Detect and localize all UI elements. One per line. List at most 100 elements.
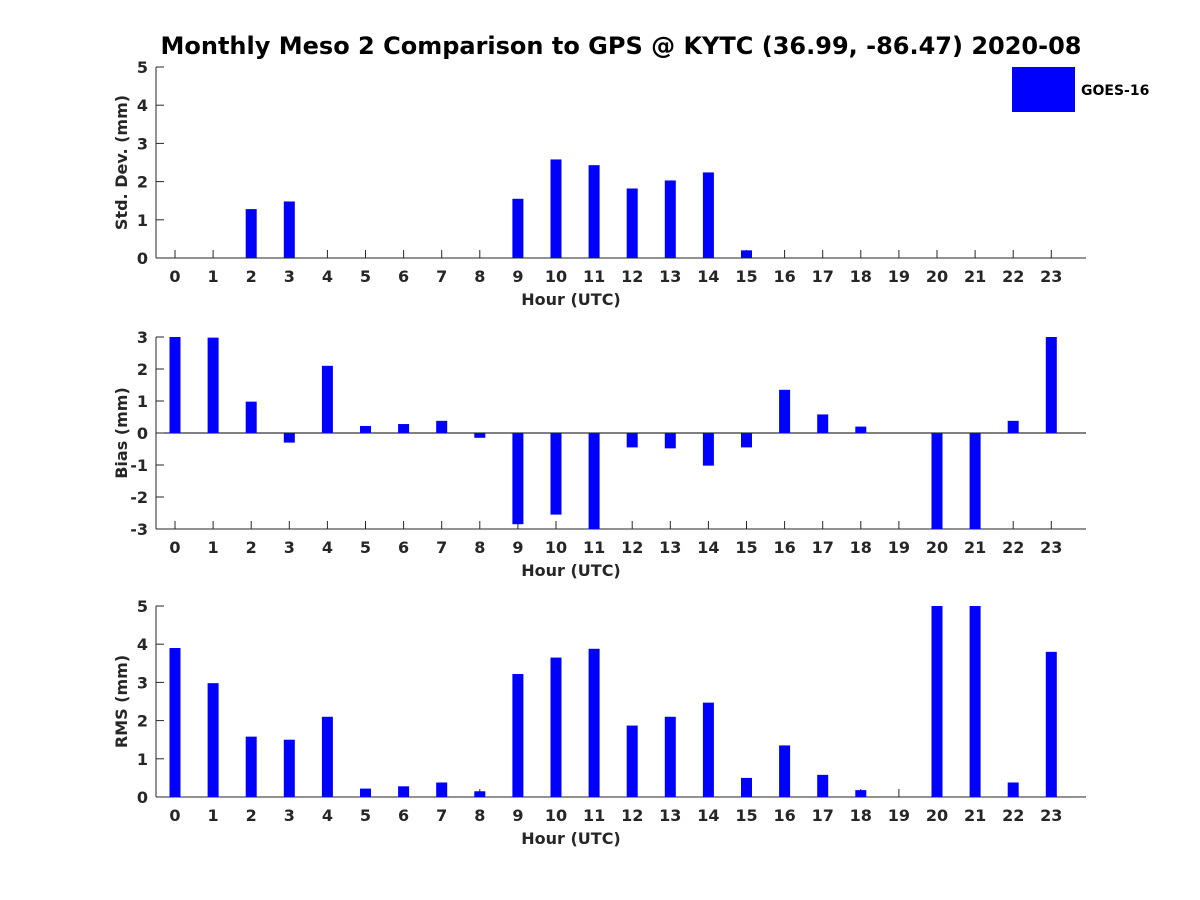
x-tick-label: 11 bbox=[583, 267, 605, 286]
x-tick-label: 18 bbox=[850, 538, 872, 557]
x-tick-label: 20 bbox=[926, 267, 948, 286]
x-tick-label: 3 bbox=[284, 538, 295, 557]
x-tick-label: 0 bbox=[169, 267, 180, 286]
x-tick-label: 19 bbox=[888, 538, 910, 557]
x-tick-label: 11 bbox=[583, 806, 605, 825]
bar-hour-20 bbox=[931, 433, 943, 529]
y-tick-label: 4 bbox=[137, 635, 148, 654]
y-tick-label: 3 bbox=[137, 673, 148, 692]
bar-hour-14 bbox=[702, 433, 714, 466]
x-tick-label: 7 bbox=[436, 267, 447, 286]
x-tick-label: 4 bbox=[322, 267, 333, 286]
x-tick-label: 20 bbox=[926, 806, 948, 825]
y-tick-label: 5 bbox=[137, 597, 148, 616]
x-tick-label: 20 bbox=[926, 538, 948, 557]
x-tick-label: 13 bbox=[659, 806, 681, 825]
x-tick-label: 22 bbox=[1002, 267, 1024, 286]
legend-label: GOES-16 bbox=[1081, 83, 1149, 99]
y-tick-label: 3 bbox=[137, 134, 148, 153]
x-tick-label: 6 bbox=[398, 806, 409, 825]
y-tick-label: 2 bbox=[137, 712, 148, 731]
y-tick-label: -1 bbox=[130, 456, 148, 475]
bar-hour-1 bbox=[207, 337, 219, 433]
bar-hour-22 bbox=[1007, 420, 1019, 433]
bar-hour-3 bbox=[283, 433, 295, 443]
chart-title: Monthly Meso 2 Comparison to GPS @ KYTC … bbox=[161, 32, 1082, 60]
x-tick-label: 12 bbox=[621, 267, 643, 286]
bar-hour-9 bbox=[512, 673, 524, 797]
bar-hour-16 bbox=[779, 745, 791, 797]
bar-hour-7 bbox=[436, 420, 448, 433]
y-tick-label: 4 bbox=[137, 96, 148, 115]
x-tick-label: 4 bbox=[322, 538, 333, 557]
bar-hour-2 bbox=[245, 209, 257, 258]
y-tick-label: -2 bbox=[130, 488, 148, 507]
bar-hour-17 bbox=[817, 414, 829, 433]
bar-hour-20 bbox=[931, 606, 943, 797]
bar-hour-8 bbox=[474, 791, 486, 797]
x-tick-label: 17 bbox=[812, 267, 834, 286]
x-tick-label: 1 bbox=[208, 267, 219, 286]
x-tick-label: 6 bbox=[398, 267, 409, 286]
x-tick-label: 2 bbox=[246, 806, 257, 825]
y-tick-label: 2 bbox=[137, 173, 148, 192]
legend: GOES-16 bbox=[1012, 67, 1149, 112]
x-tick-label: 13 bbox=[659, 267, 681, 286]
x-tick-label: 9 bbox=[512, 267, 523, 286]
x-tick-label: 1 bbox=[208, 806, 219, 825]
x-axis-label: Hour (UTC) bbox=[521, 829, 621, 848]
bar-hour-10 bbox=[550, 657, 562, 797]
y-tick-label: 1 bbox=[137, 750, 148, 769]
bar-hour-7 bbox=[436, 782, 448, 797]
bar-hour-12 bbox=[626, 725, 638, 797]
x-tick-label: 18 bbox=[850, 806, 872, 825]
x-tick-label: 15 bbox=[735, 267, 757, 286]
bar-hour-15 bbox=[741, 250, 752, 258]
x-tick-label: 9 bbox=[512, 806, 523, 825]
x-tick-label: 8 bbox=[474, 538, 485, 557]
x-tick-label: 0 bbox=[169, 806, 180, 825]
x-tick-label: 19 bbox=[888, 267, 910, 286]
bar-hour-2 bbox=[245, 736, 257, 797]
y-axis-label: Bias (mm) bbox=[112, 387, 131, 479]
bar-hour-3 bbox=[283, 739, 295, 797]
x-tick-label: 1 bbox=[208, 538, 219, 557]
x-tick-label: 10 bbox=[545, 267, 567, 286]
bar-hour-11 bbox=[588, 648, 600, 797]
x-tick-label: 9 bbox=[512, 538, 523, 557]
x-tick-label: 17 bbox=[812, 806, 834, 825]
x-tick-label: 5 bbox=[360, 538, 371, 557]
bar-hour-3 bbox=[283, 201, 295, 258]
bar-hour-12 bbox=[626, 433, 638, 448]
x-tick-label: 8 bbox=[474, 267, 485, 286]
x-tick-label: 8 bbox=[474, 806, 485, 825]
legend-swatch bbox=[1012, 67, 1075, 112]
x-tick-label: 14 bbox=[697, 806, 719, 825]
x-tick-label: 22 bbox=[1002, 538, 1024, 557]
x-axis-label: Hour (UTC) bbox=[521, 561, 621, 580]
x-tick-label: 5 bbox=[360, 806, 371, 825]
y-tick-label: 5 bbox=[137, 58, 148, 77]
x-tick-label: 12 bbox=[621, 806, 643, 825]
bar-hour-4 bbox=[321, 365, 333, 433]
bar-hour-1 bbox=[207, 683, 219, 797]
x-tick-label: 6 bbox=[398, 538, 409, 557]
bar-hour-15 bbox=[741, 433, 752, 448]
bar-hour-9 bbox=[512, 198, 524, 258]
x-tick-label: 21 bbox=[964, 806, 986, 825]
bar-hour-6 bbox=[398, 786, 410, 797]
x-tick-label: 23 bbox=[1040, 538, 1062, 557]
x-tick-label: 21 bbox=[964, 267, 986, 286]
x-tick-label: 23 bbox=[1040, 267, 1062, 286]
x-tick-label: 11 bbox=[583, 538, 605, 557]
bar-hour-13 bbox=[664, 433, 676, 449]
bar-hour-6 bbox=[398, 424, 410, 433]
x-tick-label: 17 bbox=[812, 538, 834, 557]
x-tick-label: 3 bbox=[284, 806, 295, 825]
x-tick-label: 10 bbox=[545, 538, 567, 557]
y-tick-label: 0 bbox=[137, 788, 148, 807]
bar-hour-13 bbox=[664, 180, 676, 258]
